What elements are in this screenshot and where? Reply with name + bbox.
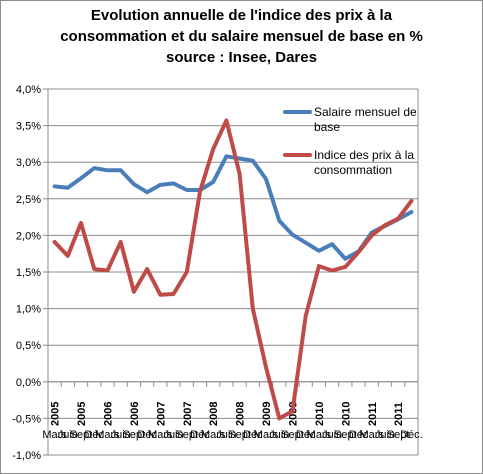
- x-year-label: 2006: [102, 402, 114, 426]
- x-period-label: Mars: [95, 429, 120, 441]
- legend-label: consommation: [314, 163, 392, 177]
- x-period-label: Juin: [163, 429, 183, 441]
- series-line-salaire: [52, 154, 414, 261]
- x-period-label: Sept: [123, 429, 146, 441]
- x-period-label: Juin: [375, 429, 395, 441]
- x-period-label: Juin: [111, 429, 131, 441]
- y-tick-label: -0,5%: [12, 413, 41, 425]
- y-tick-label: 3,0%: [16, 157, 41, 169]
- x-period-label: Mars: [148, 429, 173, 441]
- x-period-label: Déc: [243, 429, 263, 441]
- x-period-label: Déc: [137, 429, 157, 441]
- x-period-label: Déc: [84, 429, 104, 441]
- x-period-label: Déc.: [400, 429, 423, 441]
- x-period-label: Juin: [269, 429, 289, 441]
- x-period-label: Sept: [175, 429, 198, 441]
- x-year-label: 2008: [235, 402, 247, 426]
- legend-label: base: [314, 120, 340, 134]
- x-year-label: 2005: [50, 402, 62, 426]
- x-year-label: 2006: [129, 402, 141, 426]
- x-period-label: Sept: [334, 429, 357, 441]
- chart-title-line-2: consommation et du salaire mensuel de ba…: [60, 28, 423, 45]
- x-period-label: Déc: [190, 429, 210, 441]
- chart-title-line-1: Evolution annuelle de l'indice des prix …: [90, 7, 393, 24]
- y-tick-label: 1,5%: [16, 267, 41, 279]
- legend-label: Indice des prix à la: [314, 148, 414, 162]
- x-period-label: Mars: [360, 429, 385, 441]
- y-tick-label: -1,0%: [12, 450, 41, 462]
- x-period-label: Mars: [254, 429, 279, 441]
- x-period-label: Juin: [322, 429, 342, 441]
- y-tick-label: 3,5%: [16, 121, 41, 133]
- x-period-label: Juin: [58, 429, 78, 441]
- y-tick-label: 0,5%: [16, 340, 41, 352]
- x-period-label: Mars: [201, 429, 226, 441]
- x-period-label: Sept: [281, 429, 304, 441]
- x-year-label: 2009: [287, 402, 299, 426]
- x-year-label: 2011: [393, 402, 405, 426]
- x-period-label: Sept: [70, 429, 93, 441]
- x-period-label: Mars: [307, 429, 332, 441]
- y-tick-label: 2,0%: [16, 230, 41, 242]
- x-year-label: 2005: [76, 402, 88, 426]
- y-tick-label: 1,0%: [16, 304, 41, 316]
- x-year-label: 2011: [367, 402, 379, 426]
- series-line-prix: [52, 118, 414, 421]
- x-period-label: Sept: [228, 429, 251, 441]
- x-period-label: Déc: [296, 429, 316, 441]
- x-year-label: 2010: [314, 402, 326, 426]
- chart-subtitle-source: source : Insee, Dares: [166, 49, 317, 66]
- x-year-label: 2007: [155, 402, 167, 426]
- y-tick-label: 0,0%: [16, 377, 41, 389]
- x-year-label: 2007: [182, 402, 194, 426]
- x-year-label: 2008: [208, 402, 220, 426]
- x-period-label: Juin: [216, 429, 236, 441]
- x-period-label: Sept: [387, 429, 410, 441]
- x-period-label: Mars: [42, 429, 67, 441]
- x-period-label: Déc: [349, 429, 369, 441]
- y-tick-label: 4,0%: [16, 84, 41, 96]
- x-year-label: 2010: [340, 402, 352, 426]
- y-tick-label: 2,5%: [16, 194, 41, 206]
- x-year-label: 2009: [261, 402, 273, 426]
- legend-label: Salaire mensuel de: [314, 105, 417, 119]
